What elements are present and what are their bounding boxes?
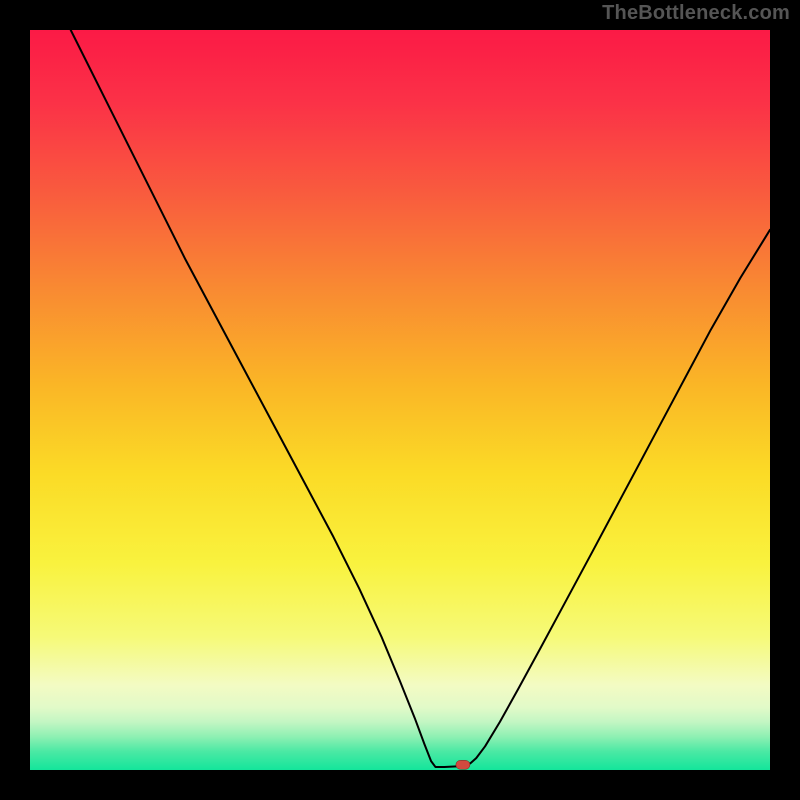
plot-svg-layer xyxy=(30,30,770,770)
optimal-point-marker xyxy=(456,760,470,769)
chart-frame: TheBottleneck.com xyxy=(0,0,800,800)
watermark-text: TheBottleneck.com xyxy=(602,2,790,25)
bottleneck-curve xyxy=(71,30,770,767)
plot-area xyxy=(30,30,770,770)
